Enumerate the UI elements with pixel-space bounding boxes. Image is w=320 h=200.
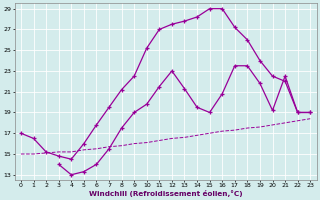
- X-axis label: Windchill (Refroidissement éolien,°C): Windchill (Refroidissement éolien,°C): [89, 190, 243, 197]
